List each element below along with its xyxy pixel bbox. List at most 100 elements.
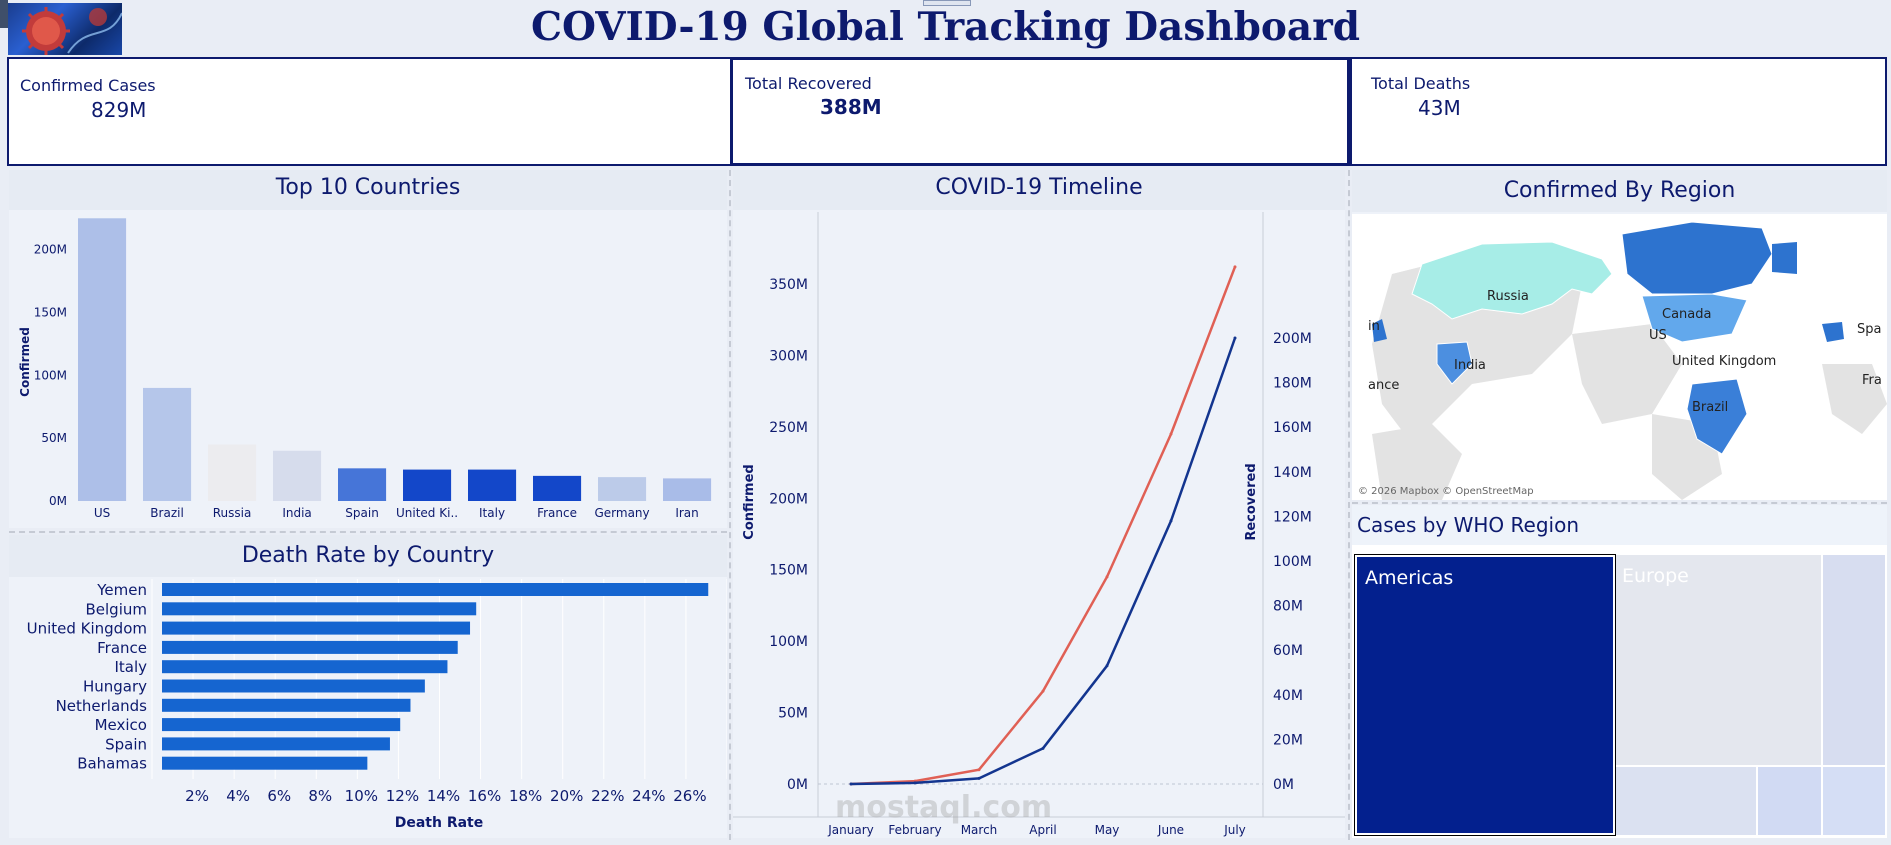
bar[interactable] — [273, 450, 322, 501]
kpi-confirmed-card[interactable]: Confirmed Cases 829M — [7, 57, 732, 166]
x-tick-label: India — [282, 506, 311, 520]
deathrate-panel: Death Rate by Country Yemen Belgium United… — [9, 535, 727, 838]
kpi-recovered-card[interactable]: Total Recovered 388M — [730, 57, 1350, 166]
x-tick-label: April — [1029, 823, 1056, 837]
category-label: Spain — [105, 735, 147, 753]
kpi-deaths-value: 43M — [1418, 96, 1461, 120]
x-tick-label: 8% — [308, 787, 332, 805]
map-credit: © 2026 Mapbox © OpenStreetMap — [1358, 486, 1534, 497]
map-panel: Confirmed By Region Russia Canada US Uni… — [1352, 170, 1887, 500]
watermark-text: mostaql.com — [835, 790, 1053, 825]
kpi-confirmed-label: Confirmed Cases — [20, 76, 156, 95]
treemap-block[interactable] — [1823, 767, 1885, 835]
x-tick-label: February — [888, 823, 941, 837]
right-y-tick: 0M — [1273, 777, 1294, 793]
bar[interactable] — [208, 444, 257, 501]
bar[interactable] — [78, 218, 127, 502]
map-label-spain-right: Spa — [1857, 322, 1881, 337]
data-point — [1041, 746, 1045, 750]
kpi-confirmed-value: 829M — [91, 98, 147, 122]
x-tick-label: 2% — [185, 787, 209, 805]
x-tick-label: 26% — [673, 787, 706, 805]
left-y-tick: 300M — [769, 348, 808, 364]
map-label-us: US — [1649, 328, 1667, 343]
treemap-block[interactable] — [1823, 555, 1885, 765]
world-map[interactable]: Russia Canada US United Kingdom India Br… — [1352, 214, 1887, 500]
bar[interactable] — [162, 660, 448, 674]
treemap-europe[interactable]: Europe — [1616, 555, 1821, 765]
treemap-americas-label: Americas — [1365, 567, 1454, 589]
bar[interactable] — [162, 621, 471, 635]
bar[interactable] — [403, 469, 452, 501]
timeline-panel: COVID-19 Timeline 0M 50M 100M 150M 200M 250M 3… — [733, 170, 1345, 838]
separator — [1348, 170, 1350, 840]
category-label: France — [97, 639, 147, 657]
bar[interactable] — [143, 387, 192, 501]
bar[interactable] — [162, 583, 709, 596]
category-label: Yemen — [96, 581, 147, 599]
data-point — [1105, 664, 1109, 668]
map-india — [1436, 341, 1473, 385]
bar[interactable] — [162, 602, 477, 616]
x-tick-label: France — [537, 506, 577, 520]
y-axis-label: Confirmed — [18, 327, 32, 397]
top10-title: Top 10 Countries — [275, 175, 461, 200]
x-axis-label: Death Rate — [395, 815, 484, 831]
bar[interactable] — [162, 679, 425, 693]
map-title: Confirmed By Region — [1503, 178, 1736, 203]
x-tick-label: 4% — [226, 787, 250, 805]
bar[interactable] — [338, 468, 387, 501]
bar[interactable] — [162, 640, 458, 654]
map-canada — [1621, 221, 1773, 295]
x-tick-label: Russia — [213, 506, 252, 520]
x-tick-label: July — [1223, 823, 1246, 837]
right-y-tick: 180M — [1273, 376, 1312, 392]
kpi-deaths-card[interactable]: Total Deaths 43M — [1350, 57, 1887, 166]
treemap-americas[interactable]: Americas — [1354, 554, 1616, 836]
x-tick-label: May — [1095, 823, 1120, 837]
top10-bar-chart[interactable]: 0M 50M 100M 150M 200M Confirmed US Brazil Russia… — [9, 212, 727, 528]
left-y-tick: 200M — [769, 491, 808, 507]
category-label: Bahamas — [77, 755, 147, 773]
treemap-block[interactable] — [1616, 767, 1756, 835]
bar[interactable] — [162, 737, 390, 751]
right-y-tick: 140M — [1273, 465, 1312, 481]
left-y-tick: 0M — [787, 777, 808, 793]
right-y-tick: 160M — [1273, 420, 1312, 436]
map-label-brazil: Brazil — [1692, 400, 1728, 415]
y-tick-label: 50M — [41, 431, 67, 445]
right-y-tick: 120M — [1273, 509, 1312, 525]
timeline-line-chart[interactable]: 0M 50M 100M 150M 200M 250M 300M 350M 0M 20M 40M 60M… — [733, 212, 1345, 838]
bar[interactable] — [162, 756, 368, 770]
bar[interactable] — [162, 698, 411, 712]
data-point — [1169, 519, 1173, 523]
data-point — [977, 768, 981, 772]
category-label: Netherlands — [56, 697, 148, 715]
x-tick-label: Spain — [345, 506, 379, 520]
kpi-recovered-value: 388M — [820, 95, 882, 119]
separator — [9, 531, 727, 533]
x-tick-label: 14% — [427, 787, 460, 805]
category-label: Belgium — [86, 600, 148, 618]
page-title: COVID-19 Global Tracking Dashboard — [530, 4, 1361, 50]
bar[interactable] — [468, 469, 517, 501]
bar[interactable] — [598, 477, 647, 501]
x-tick-label: 22% — [591, 787, 624, 805]
bar[interactable] — [533, 475, 582, 501]
left-y-axis-label: Confirmed — [742, 464, 757, 539]
x-tick-label: 10% — [345, 787, 378, 805]
treemap-block[interactable] — [1758, 767, 1821, 835]
bar[interactable] — [663, 478, 712, 501]
drag-handle[interactable] — [923, 0, 971, 6]
virus-logo-image — [8, 3, 122, 55]
category-label: Italy — [114, 658, 147, 676]
left-y-tick: 150M — [769, 563, 808, 579]
y-tick-label: 100M — [34, 368, 67, 382]
data-point — [849, 782, 853, 786]
bar[interactable] — [162, 718, 401, 732]
who-title-bar — [1352, 505, 1887, 545]
deathrate-title: Death Rate by Country — [241, 543, 495, 568]
collapse-handle[interactable] — [0, 0, 8, 28]
x-tick-label: June — [1157, 823, 1184, 837]
